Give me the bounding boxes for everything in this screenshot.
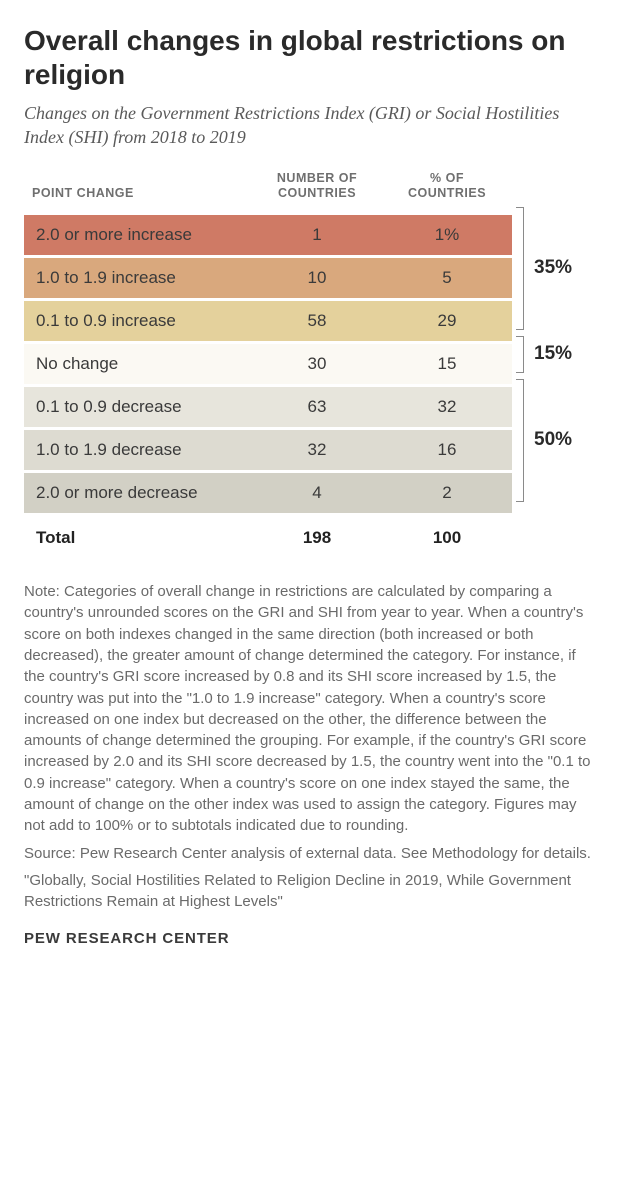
source-text: Source: Pew Research Center analysis of …: [24, 843, 596, 864]
bracket: 35%: [516, 207, 572, 330]
bracket-percent: 15%: [534, 343, 572, 365]
data-table: POINT CHANGE NUMBER OF COUNTRIES % OF CO…: [24, 168, 512, 561]
cell-num: 30: [252, 344, 382, 384]
cell-num: 1: [252, 215, 382, 255]
col-header-point-change: POINT CHANGE: [24, 171, 252, 212]
chart-title: Overall changes in global restrictions o…: [24, 24, 596, 91]
cell-label: 1.0 to 1.9 decrease: [24, 430, 252, 470]
bracket-line: [516, 207, 524, 330]
col-header-num-countries: NUMBER OF COUNTRIES: [252, 171, 382, 212]
cell-label: 2.0 or more increase: [24, 215, 252, 255]
bracket-line: [516, 379, 524, 502]
cell-pct: 2: [382, 473, 512, 513]
col-header-pct-countries: % OF COUNTRIES: [382, 171, 512, 212]
cell-pct: 32: [382, 387, 512, 427]
table-total-row: Total198100: [24, 516, 512, 558]
table-row: 0.1 to 0.9 increase5829: [24, 301, 512, 341]
bracket: 15%: [516, 336, 572, 373]
table-container: POINT CHANGE NUMBER OF COUNTRIES % OF CO…: [24, 168, 596, 561]
cell-label: 0.1 to 0.9 decrease: [24, 387, 252, 427]
bracket-line: [516, 336, 524, 373]
chart-subtitle: Changes on the Government Restrictions I…: [24, 101, 596, 150]
cell-num: 63: [252, 387, 382, 427]
bracket-percent: 35%: [534, 257, 572, 279]
table-row: 2.0 or more decrease42: [24, 473, 512, 513]
bracket: 50%: [516, 379, 572, 502]
cell-pct: 29: [382, 301, 512, 341]
cell-num: 4: [252, 473, 382, 513]
table-row: 0.1 to 0.9 decrease6332: [24, 387, 512, 427]
table-row: 2.0 or more increase11%: [24, 215, 512, 255]
note-text: Note: Categories of overall change in re…: [24, 581, 596, 837]
bracket-percent: 50%: [534, 429, 572, 451]
cell-label: 0.1 to 0.9 increase: [24, 301, 252, 341]
cell-num: 32: [252, 430, 382, 470]
cell-pct: 1%: [382, 215, 512, 255]
total-num: 198: [252, 516, 382, 558]
total-pct: 100: [382, 516, 512, 558]
cell-pct: 5: [382, 258, 512, 298]
cell-label: 1.0 to 1.9 increase: [24, 258, 252, 298]
quote-text: "Globally, Social Hostilities Related to…: [24, 870, 596, 913]
cell-pct: 16: [382, 430, 512, 470]
cell-label: No change: [24, 344, 252, 384]
table-header-row: POINT CHANGE NUMBER OF COUNTRIES % OF CO…: [24, 171, 512, 212]
table-row: 1.0 to 1.9 decrease3216: [24, 430, 512, 470]
total-label: Total: [24, 516, 252, 558]
table-row: 1.0 to 1.9 increase105: [24, 258, 512, 298]
footer-attribution: PEW RESEARCH CENTER: [24, 930, 596, 947]
cell-num: 58: [252, 301, 382, 341]
cell-label: 2.0 or more decrease: [24, 473, 252, 513]
cell-num: 10: [252, 258, 382, 298]
cell-pct: 15: [382, 344, 512, 384]
table-row: No change3015: [24, 344, 512, 384]
